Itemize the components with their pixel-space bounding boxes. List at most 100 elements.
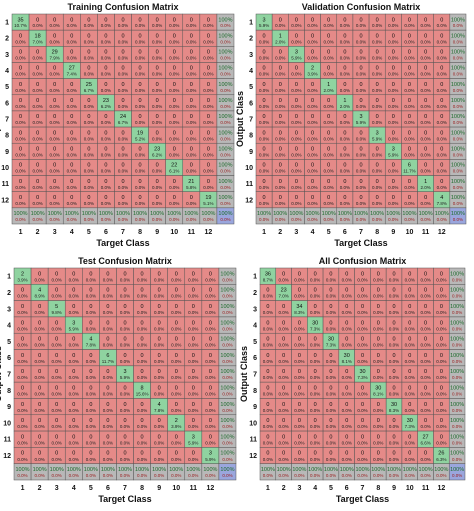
x-tick-label: 10 xyxy=(406,229,414,236)
cell-count: 0 xyxy=(192,385,195,391)
cell-percent: 0.0% xyxy=(84,23,94,28)
cell-count: 0 xyxy=(53,33,56,39)
cell-percent: 0.0% xyxy=(203,88,213,93)
cell-percent: 0.0% xyxy=(67,104,77,109)
cell-count: 0 xyxy=(19,33,22,39)
cell-count: 0 xyxy=(123,385,126,391)
y-tick-label: 11 xyxy=(4,437,12,444)
cell-percent: 0.0% xyxy=(203,120,213,125)
cell-count: 0 xyxy=(139,179,142,185)
cell-percent: 0.0% xyxy=(52,457,62,462)
cell-percent: 0.0% xyxy=(436,343,446,348)
cell-percent: 0.0% xyxy=(291,152,301,157)
cell-percent: 0.0% xyxy=(101,120,111,125)
cell-percent: 0.0% xyxy=(388,201,398,206)
cell-count: 0 xyxy=(87,17,90,23)
cell-count: 0 xyxy=(53,195,56,201)
cell-percent: 0.0% xyxy=(169,88,179,93)
cell-percent: 0.0% xyxy=(118,136,128,141)
x-tick-label: 5 xyxy=(327,229,331,236)
cell-count: 100% xyxy=(450,353,464,359)
cell-percent: 0.0% xyxy=(69,392,79,397)
cell-count: 0 xyxy=(173,98,176,104)
cell-count: 100% xyxy=(257,211,271,217)
cell-count: 1 xyxy=(279,33,282,39)
cell-percent: 0.0% xyxy=(118,23,128,28)
cell-percent: 0.0% xyxy=(186,23,196,28)
cell-percent: 8.3% xyxy=(294,310,304,315)
cell-percent: 0.0% xyxy=(279,424,289,429)
cell-percent: 0.0% xyxy=(275,104,285,109)
cell-percent: 0.0% xyxy=(452,343,462,348)
cell-percent: 0.0% xyxy=(420,343,430,348)
cell-count: 0 xyxy=(263,114,266,120)
cell-percent: 0.0% xyxy=(275,185,285,190)
cell-percent: 0.0% xyxy=(84,72,94,77)
cell-count: 0 xyxy=(72,304,75,310)
cell-count: 0 xyxy=(295,33,298,39)
cell-percent: 5.9% xyxy=(69,326,79,331)
cell-percent: 0.0% xyxy=(50,39,60,44)
cell-percent: 0.0% xyxy=(32,120,42,125)
cell-count: 0 xyxy=(311,179,314,185)
cell-count: 0 xyxy=(21,418,24,424)
cell-count: 100% xyxy=(220,402,234,408)
cell-count: 0 xyxy=(89,418,92,424)
cell-percent: 0.0% xyxy=(120,326,130,331)
cell-count: 0 xyxy=(55,451,58,457)
cell-count: 0 xyxy=(343,66,346,72)
cell-count: 0 xyxy=(70,17,73,23)
cell-percent: 0.0% xyxy=(69,310,79,315)
cell-percent: 0.0% xyxy=(186,136,196,141)
cell-percent: 0.0% xyxy=(137,375,147,380)
cell-count: 100% xyxy=(451,130,465,136)
x-tick-label: 8 xyxy=(375,229,379,236)
cell-count: 0 xyxy=(175,320,178,326)
cell-percent: 0.0% xyxy=(52,440,62,445)
cell-count: 0 xyxy=(327,179,330,185)
cell-count: 100% xyxy=(220,385,234,391)
cell-percent: 0.0% xyxy=(103,392,113,397)
cell-percent: 0.0% xyxy=(404,201,414,206)
x-tick-label: 12 xyxy=(204,229,212,236)
cell-count: 0 xyxy=(392,50,395,56)
cell-percent: 0.0% xyxy=(420,392,430,397)
x-tick-label: 2 xyxy=(278,229,282,236)
cell-count: 0 xyxy=(345,337,348,343)
cell-count: 0 xyxy=(53,66,56,72)
cell-percent: 0.0% xyxy=(154,375,164,380)
cell-count: 0 xyxy=(104,195,107,201)
cell-percent: 0.0% xyxy=(388,88,398,93)
cell-percent: 0.0% xyxy=(34,310,44,315)
cell-percent: 0.0% xyxy=(405,294,415,299)
cell-count: 0 xyxy=(361,353,364,359)
cell-count: 0 xyxy=(440,288,443,294)
cell-count: 0 xyxy=(158,337,161,343)
cell-percent: 0.0% xyxy=(84,104,94,109)
cell-percent: 0.0% xyxy=(205,343,215,348)
cell-count: 0 xyxy=(327,114,330,120)
cell-count: 0 xyxy=(263,66,266,72)
cell-percent: 3.9% xyxy=(307,72,317,77)
cell-percent: 0.0% xyxy=(186,152,196,157)
cell-count: 0 xyxy=(424,66,427,72)
x-tick-label: 12 xyxy=(206,485,214,492)
cell-percent: 0.0% xyxy=(84,56,94,61)
cell-percent: 0.0% xyxy=(50,217,60,222)
cell-count: 0 xyxy=(104,50,107,56)
cell-count: 100% xyxy=(451,163,465,169)
cell-percent: 0.0% xyxy=(389,359,399,364)
cell-percent: 0.0% xyxy=(356,88,366,93)
cell-count: 0 xyxy=(175,434,178,440)
cell-percent: 0.0% xyxy=(405,457,415,462)
cell-count: 0 xyxy=(424,195,427,201)
cell-percent: 0.0% xyxy=(324,136,334,141)
y-tick-label: 5 xyxy=(5,84,9,91)
cell-count: 0 xyxy=(207,17,210,23)
cell-percent: 0.0% xyxy=(86,392,96,397)
cell-percent: 0.0% xyxy=(67,185,77,190)
cell-count: 0 xyxy=(329,288,332,294)
cell-percent: 0.0% xyxy=(135,23,145,28)
cell-count: 0 xyxy=(207,163,210,169)
y-tick-label: 6 xyxy=(7,355,11,362)
